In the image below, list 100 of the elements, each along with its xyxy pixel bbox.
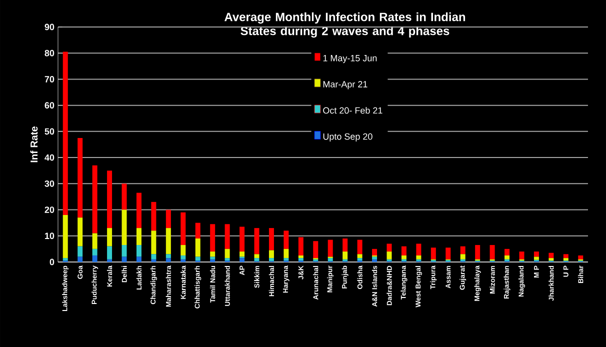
bar — [166, 228, 171, 254]
bar — [372, 256, 378, 260]
bar — [519, 252, 524, 260]
bar — [195, 238, 200, 257]
bar — [342, 252, 348, 260]
bar — [372, 248, 378, 256]
bar — [268, 258, 274, 262]
bar — [180, 259, 186, 262]
bar — [298, 255, 304, 258]
bar — [416, 244, 422, 256]
bar — [534, 256, 539, 260]
bar — [166, 254, 171, 258]
bar — [210, 224, 216, 252]
y-tick-label: 70 — [44, 76, 54, 82]
y-tick-label: 10 — [45, 232, 54, 240]
bar — [240, 258, 245, 262]
bar — [313, 241, 318, 258]
bar — [224, 248, 230, 258]
bar — [284, 230, 289, 249]
bar — [136, 245, 142, 257]
bar — [107, 228, 112, 246]
bar — [475, 245, 480, 260]
bar — [342, 238, 348, 252]
bar — [490, 245, 495, 260]
bar — [548, 258, 554, 261]
bar — [62, 214, 68, 258]
y-tick-label: 90 — [44, 24, 54, 30]
bar — [210, 256, 216, 260]
y-tick-label: 80 — [44, 50, 54, 56]
bar — [578, 255, 584, 260]
bar — [401, 246, 406, 256]
bar — [78, 256, 83, 262]
bar — [460, 254, 466, 260]
y-axis-title: Inf Rate — [30, 126, 38, 162]
y-tick-label: 0 — [50, 258, 54, 266]
bar — [136, 256, 142, 262]
bar — [151, 254, 156, 260]
bar — [166, 258, 171, 262]
bar — [224, 224, 230, 249]
bar — [151, 202, 156, 231]
y-tick-label: 20 — [44, 206, 54, 213]
bar — [122, 245, 127, 257]
bar — [122, 184, 127, 210]
bar — [92, 233, 98, 249]
bar — [210, 252, 216, 257]
bar — [92, 255, 98, 262]
bar — [136, 228, 142, 246]
bar — [563, 258, 568, 261]
bar — [224, 258, 230, 261]
bar — [122, 256, 127, 262]
bar — [357, 254, 362, 258]
bar — [401, 255, 406, 260]
bar — [122, 210, 127, 246]
bar — [284, 248, 289, 258]
bar — [254, 254, 260, 258]
bar — [240, 252, 245, 257]
bar — [180, 212, 186, 246]
bar — [357, 240, 362, 254]
bar — [166, 210, 171, 228]
bar — [78, 218, 83, 246]
legend-label: Upto Sep 20 — [323, 133, 372, 142]
bar — [372, 259, 378, 262]
bar — [548, 252, 554, 258]
bar — [357, 258, 362, 261]
y-tick-label: 50 — [44, 128, 54, 135]
y-tick-label: 60 — [44, 102, 54, 109]
legend-label: Oct 20- Feb 21 — [323, 107, 382, 114]
bar — [151, 230, 156, 254]
bar — [563, 254, 568, 258]
bar — [298, 237, 304, 256]
bar — [62, 52, 68, 215]
bar — [151, 259, 156, 262]
bar — [62, 258, 68, 261]
bar — [446, 248, 451, 260]
y-tick-label: 40 — [44, 154, 54, 161]
bar — [284, 258, 289, 261]
bar — [136, 192, 142, 228]
bar — [107, 246, 112, 260]
bar — [386, 252, 392, 260]
bar — [268, 250, 274, 258]
bar — [107, 170, 112, 228]
bar — [504, 255, 510, 260]
bar — [328, 258, 333, 262]
bar — [298, 258, 304, 261]
bar — [430, 248, 436, 260]
bar — [195, 222, 200, 238]
legend-label: 1 May-15 Jun — [323, 55, 377, 64]
bar — [78, 138, 83, 218]
bar — [534, 252, 539, 257]
bar — [386, 244, 392, 252]
legend-label: Mar-Apr 21 — [323, 81, 368, 90]
bar — [195, 256, 200, 261]
bar — [210, 259, 216, 262]
bar — [254, 228, 260, 254]
bar — [504, 248, 510, 256]
bar — [180, 255, 186, 260]
bar — [92, 165, 98, 234]
bar — [180, 245, 186, 256]
y-tick-label: 30 — [44, 180, 54, 187]
bar — [268, 228, 274, 250]
